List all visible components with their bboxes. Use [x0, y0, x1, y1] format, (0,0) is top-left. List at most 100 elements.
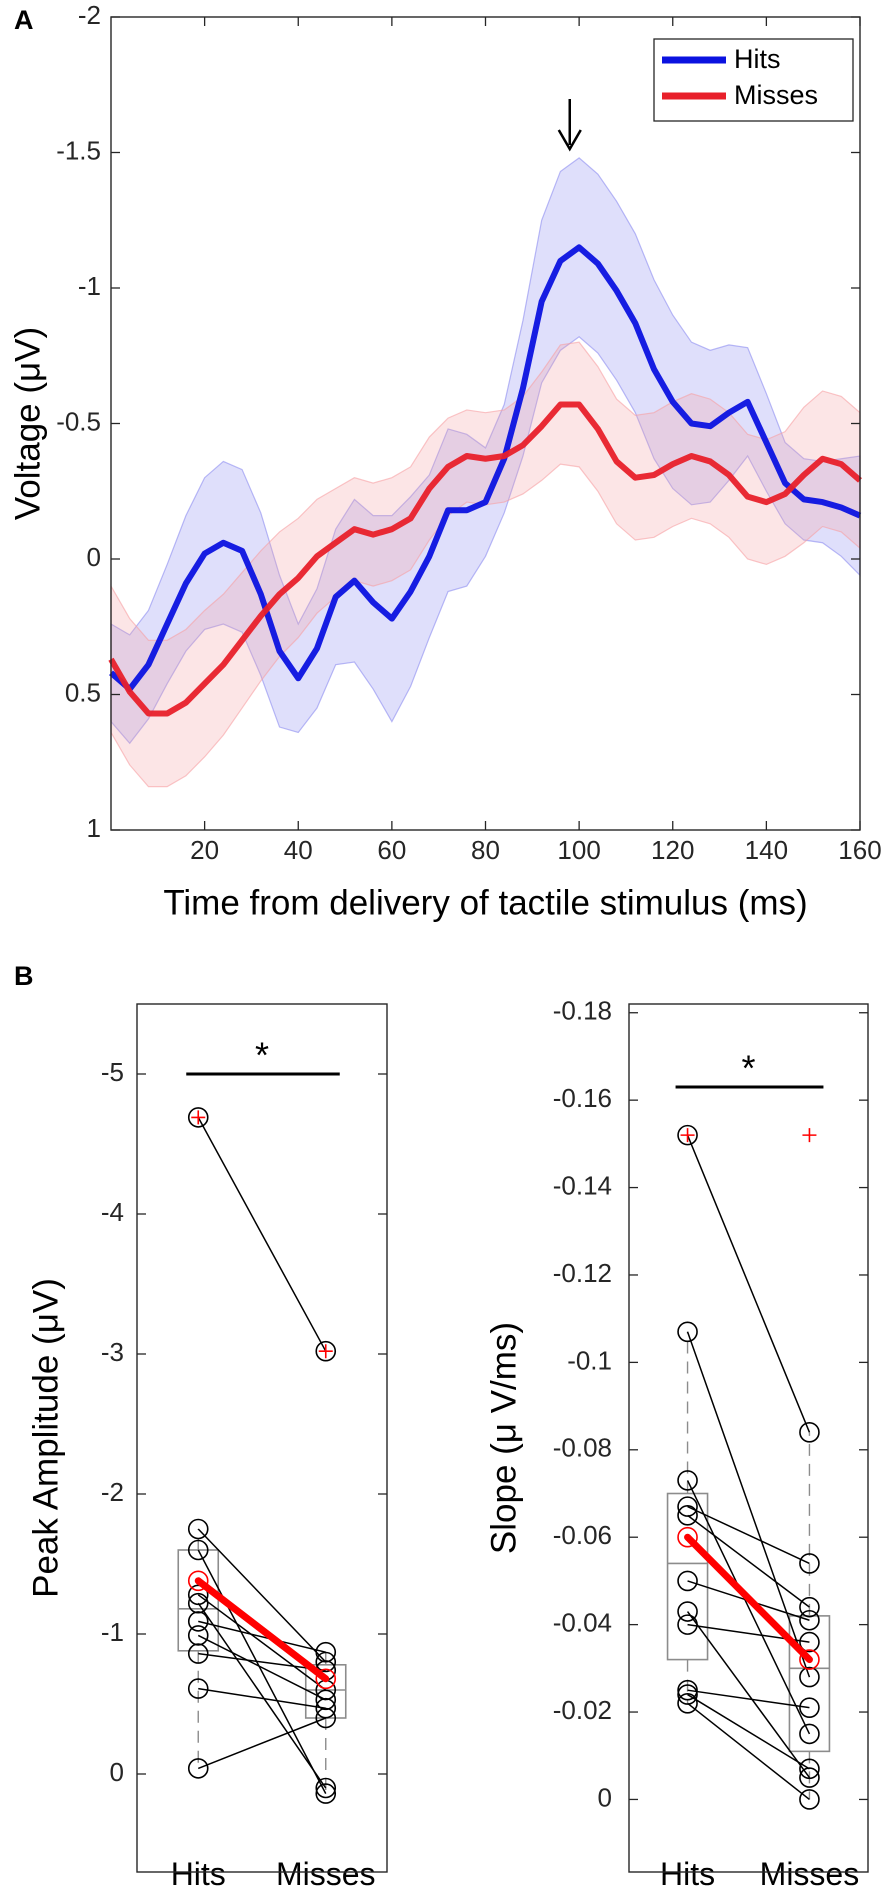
- subject-point: [187, 1758, 209, 1779]
- axes-frame: [628, 1003, 869, 1873]
- subject-point: [677, 1601, 698, 1622]
- subject-point: [677, 1684, 698, 1705]
- subject-point: [799, 1609, 820, 1631]
- pair-line: [687, 1702, 810, 1801]
- pair-line: [198, 1687, 326, 1709]
- subject-point: [677, 1614, 698, 1635]
- x-tick-label: Misses: [760, 1856, 860, 1892]
- pair-line: [686, 1134, 811, 1433]
- pair-line: [197, 1634, 327, 1701]
- legend: Hits Misses: [653, 38, 854, 122]
- pair-line: [197, 1717, 327, 1770]
- significance-label: *: [255, 1035, 269, 1076]
- y-tick-label: -0.06: [553, 1520, 612, 1550]
- subject-point: [799, 1789, 820, 1810]
- pair-line: [687, 1514, 810, 1608]
- x-tick-label: 20: [190, 835, 219, 865]
- pair-line: [686, 1611, 811, 1779]
- subject-point: [799, 1767, 820, 1788]
- significance-label: *: [741, 1048, 755, 1089]
- y-tick-label: 0: [110, 1757, 124, 1787]
- subject-point: [799, 1596, 820, 1618]
- subject-point: [187, 1518, 209, 1540]
- subject-point: [677, 1570, 698, 1592]
- subject-point: [677, 1692, 698, 1714]
- arrow-head: [557, 129, 582, 152]
- y-tick-label: -0.16: [553, 1083, 612, 1113]
- x-tick-label: 40: [284, 835, 313, 865]
- y-axis-title: Voltage (μV): [8, 327, 47, 520]
- y-tick-label: -0.1: [567, 1345, 612, 1375]
- subject-point: [187, 1625, 209, 1646]
- subject-point: [799, 1553, 820, 1574]
- subject-point: [799, 1631, 820, 1653]
- subject-point: [677, 1496, 698, 1517]
- subject-point: [187, 1539, 209, 1561]
- legend-box: [653, 38, 854, 122]
- outlier: [191, 1110, 206, 1125]
- subject-point: [677, 1321, 698, 1343]
- y-tick-label: -1: [101, 1617, 124, 1647]
- series-line: [108, 401, 862, 717]
- pair-line: [687, 1693, 810, 1770]
- pair-line: [686, 1331, 811, 1678]
- mean-point: [677, 1526, 698, 1548]
- y-tick-label: -0.18: [553, 996, 612, 1026]
- subject-point: [187, 1678, 209, 1699]
- x-tick-label: 160: [838, 835, 881, 865]
- pair-line: [197, 1602, 327, 1789]
- x-tick-label: 80: [471, 835, 500, 865]
- legend-label: Hits: [734, 44, 781, 74]
- y-tick-label: 0.5: [65, 677, 101, 707]
- mean-point: [799, 1649, 820, 1670]
- y-tick-label: -1.5: [56, 135, 101, 165]
- y-tick-label: -0.14: [553, 1170, 612, 1200]
- x-axis-title: Time from delivery of tactile stimulus (…: [163, 883, 807, 922]
- subject-point: [677, 1124, 698, 1146]
- series-line: [109, 244, 862, 693]
- mean-line: [684, 1533, 813, 1664]
- y-tick-label: -5: [101, 1057, 124, 1087]
- subject-point: [187, 1584, 209, 1606]
- panel-label: A: [14, 5, 34, 35]
- subject-point: [677, 1505, 698, 1526]
- subject-point: [315, 1651, 337, 1673]
- axes-frame: [110, 16, 861, 831]
- legend-label: Misses: [734, 80, 818, 110]
- pair-line: [197, 1549, 327, 1794]
- y-tick-label: -0.04: [553, 1607, 612, 1637]
- subject-point: [187, 1643, 209, 1664]
- subject-point: [799, 1723, 820, 1745]
- pair-line: [687, 1505, 810, 1565]
- subject-point: [187, 1107, 209, 1128]
- y-axis-title: Slope (μ V/ms): [484, 1322, 523, 1554]
- y-tick-label: 1: [87, 813, 101, 843]
- axes-frame: [136, 1003, 388, 1873]
- subject-point: [799, 1666, 820, 1688]
- panel-label: B: [14, 961, 34, 991]
- subject-point: [315, 1697, 337, 1719]
- pair-line: [197, 1117, 327, 1352]
- subject-point: [799, 1758, 820, 1780]
- x-tick-label: Hits: [660, 1856, 715, 1892]
- outlier: [680, 1128, 695, 1143]
- mean-line: [194, 1577, 330, 1683]
- y-tick-label: -2: [78, 0, 101, 30]
- pair-line: [198, 1620, 326, 1653]
- subject-point: [315, 1707, 337, 1729]
- outlier: [802, 1128, 817, 1143]
- x-tick-label: Misses: [276, 1856, 376, 1892]
- pair-line: [197, 1594, 327, 1691]
- x-tick-label: 140: [745, 835, 788, 865]
- y-tick-label: 0: [598, 1782, 612, 1812]
- subject-point: [799, 1422, 820, 1443]
- y-tick-label: -2: [101, 1477, 124, 1507]
- x-tick-label: Hits: [171, 1856, 226, 1892]
- y-tick-label: -3: [101, 1337, 124, 1367]
- subject-point: [677, 1679, 698, 1701]
- y-tick-label: -0.12: [553, 1258, 612, 1288]
- y-tick-label: -1: [78, 271, 101, 301]
- mean-point: [187, 1570, 209, 1592]
